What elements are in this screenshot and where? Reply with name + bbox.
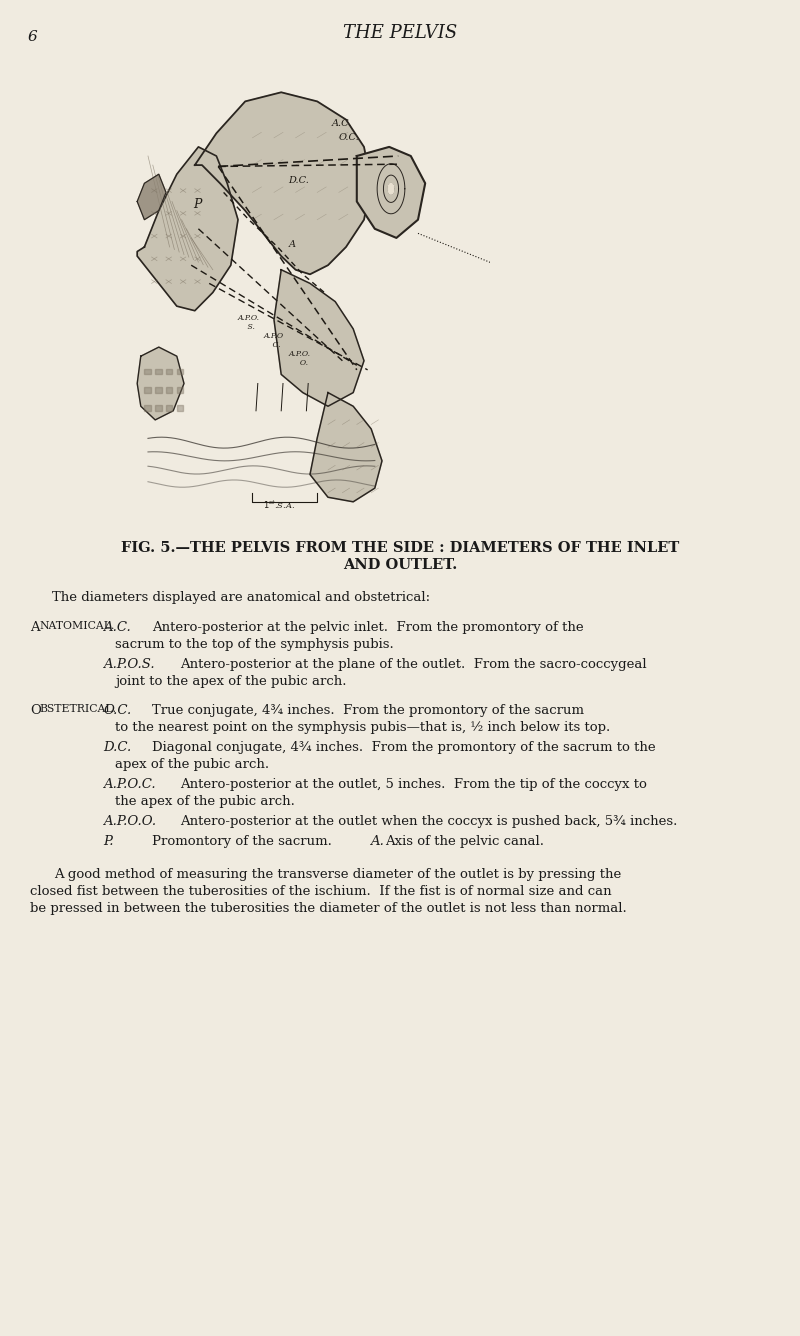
Text: BSTETRICAL.: BSTETRICAL.: [39, 704, 116, 713]
Text: A: A: [30, 621, 40, 635]
Text: D.C.: D.C.: [103, 741, 131, 754]
Polygon shape: [177, 405, 183, 410]
Polygon shape: [166, 387, 173, 393]
Text: be pressed in between the tuberosities the diameter of the outlet is not less th: be pressed in between the tuberosities t…: [30, 902, 626, 915]
Polygon shape: [166, 405, 173, 410]
Text: A: A: [289, 240, 295, 248]
Text: FIG. 5.—THE PELVIS FROM THE SIDE : DIAMETERS OF THE INLET: FIG. 5.—THE PELVIS FROM THE SIDE : DIAME…: [121, 541, 679, 554]
Text: 6: 6: [28, 29, 38, 44]
Text: A.P.O.O.: A.P.O.O.: [103, 815, 156, 828]
Polygon shape: [138, 347, 184, 420]
Text: sacrum to the top of the symphysis pubis.: sacrum to the top of the symphysis pubis…: [115, 639, 394, 651]
Text: A.C.: A.C.: [103, 621, 130, 635]
Text: A.P.O.C.: A.P.O.C.: [103, 778, 156, 791]
Text: Promontory of the sacrum.: Promontory of the sacrum.: [152, 835, 332, 848]
Text: D.C.: D.C.: [289, 176, 310, 186]
Polygon shape: [145, 387, 151, 393]
Text: Antero-posterior at the pelvic inlet.  From the promontory of the: Antero-posterior at the pelvic inlet. Fr…: [152, 621, 584, 635]
Polygon shape: [155, 369, 162, 374]
Text: closed fist between the tuberosities of the ischium.  If the fist is of normal s: closed fist between the tuberosities of …: [30, 884, 612, 898]
Polygon shape: [138, 147, 238, 311]
Text: NATOMICAL.: NATOMICAL.: [39, 621, 114, 631]
Polygon shape: [166, 369, 173, 374]
Text: the apex of the pubic arch.: the apex of the pubic arch.: [115, 795, 295, 808]
Text: THE PELVIS: THE PELVIS: [343, 24, 457, 41]
Text: O.C.: O.C.: [339, 134, 359, 142]
Text: P.: P.: [103, 835, 114, 848]
Polygon shape: [145, 369, 151, 374]
Text: P: P: [193, 198, 202, 211]
Polygon shape: [155, 387, 162, 393]
Text: O.C.: O.C.: [103, 704, 131, 717]
Polygon shape: [155, 405, 162, 410]
Polygon shape: [145, 405, 151, 410]
Polygon shape: [138, 174, 166, 219]
Text: Diagonal conjugate, 4¾ inches.  From the promontory of the sacrum to the: Diagonal conjugate, 4¾ inches. From the …: [152, 741, 656, 754]
Text: AND OUTLET.: AND OUTLET.: [343, 558, 457, 572]
Polygon shape: [177, 369, 183, 374]
Text: A.P.O.S.: A.P.O.S.: [103, 659, 154, 671]
Polygon shape: [274, 270, 364, 406]
Polygon shape: [177, 387, 183, 393]
Text: A.P.O.
     O.: A.P.O. O.: [289, 350, 310, 367]
Text: Antero-posterior at the outlet, 5 inches.  From the tip of the coccyx to: Antero-posterior at the outlet, 5 inches…: [180, 778, 647, 791]
Text: True conjugate, 4¾ inches.  From the promontory of the sacrum: True conjugate, 4¾ inches. From the prom…: [152, 704, 584, 717]
Text: joint to the apex of the pubic arch.: joint to the apex of the pubic arch.: [115, 675, 346, 688]
Text: A.C.: A.C.: [332, 119, 352, 128]
Text: O: O: [30, 704, 41, 717]
Text: A.P.O
    C.: A.P.O C.: [263, 331, 283, 349]
Text: apex of the pubic arch.: apex of the pubic arch.: [115, 758, 269, 771]
Polygon shape: [388, 183, 394, 194]
Text: The diameters displayed are anatomical and obstetrical:: The diameters displayed are anatomical a…: [52, 591, 430, 604]
Text: A.P.O.
    S.: A.P.O. S.: [238, 314, 260, 331]
Text: A good method of measuring the transverse diameter of the outlet is by pressing : A good method of measuring the transvers…: [54, 868, 622, 880]
Polygon shape: [310, 393, 382, 502]
Text: A.: A.: [370, 835, 384, 848]
Text: $1^{st}$.S.A.: $1^{st}$.S.A.: [263, 498, 295, 510]
Text: Axis of the pelvic canal.: Axis of the pelvic canal.: [385, 835, 544, 848]
Polygon shape: [195, 92, 371, 274]
Polygon shape: [357, 147, 426, 238]
Text: Antero-posterior at the outlet when the coccyx is pushed back, 5¾ inches.: Antero-posterior at the outlet when the …: [180, 815, 678, 828]
Text: to the nearest point on the symphysis pubis—that is, ½ inch below its top.: to the nearest point on the symphysis pu…: [115, 721, 610, 733]
Text: Antero-posterior at the plane of the outlet.  From the sacro-coccygeal: Antero-posterior at the plane of the out…: [180, 659, 646, 671]
